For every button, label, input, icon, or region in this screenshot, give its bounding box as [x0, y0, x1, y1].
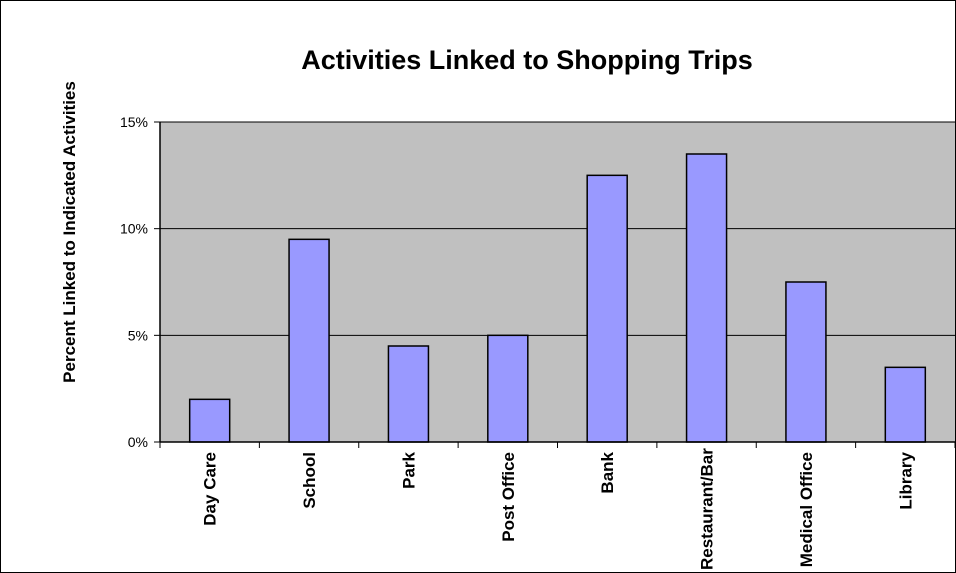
bars: [188, 153, 927, 443]
plot-area: [160, 122, 955, 442]
y-axis-label: Percent Linked to Indicated Activities: [60, 81, 79, 383]
category-label: Day Care: [201, 452, 220, 526]
bar: [487, 334, 529, 443]
category-labels: Day Care School Park Post Office Bank Restaur…: [201, 448, 916, 570]
category-label: Park: [399, 451, 418, 488]
category-label: Post Office: [499, 452, 518, 542]
category-label: Medical Office: [797, 452, 816, 567]
bar: [387, 345, 430, 443]
category-label: Bank: [598, 451, 617, 493]
bar: [785, 281, 827, 443]
category-label: Library: [896, 451, 915, 509]
y-tick-label: 0%: [128, 434, 148, 450]
y-tick-label: 15%: [120, 114, 148, 130]
y-tick-label: 10%: [120, 221, 148, 237]
category-label: School: [300, 452, 319, 509]
axes: [154, 121, 956, 448]
chart-title: Activities Linked to Shopping Trips: [301, 45, 753, 75]
y-tick-labels: 0% 5% 10% 15%: [120, 114, 148, 450]
category-label: Restaurant/Bar: [698, 448, 717, 570]
bar: [188, 398, 231, 443]
bar: [685, 153, 728, 443]
y-tick-label: 5%: [128, 327, 148, 343]
bar: [884, 366, 927, 443]
bar: [288, 238, 330, 443]
bar: [586, 174, 628, 443]
